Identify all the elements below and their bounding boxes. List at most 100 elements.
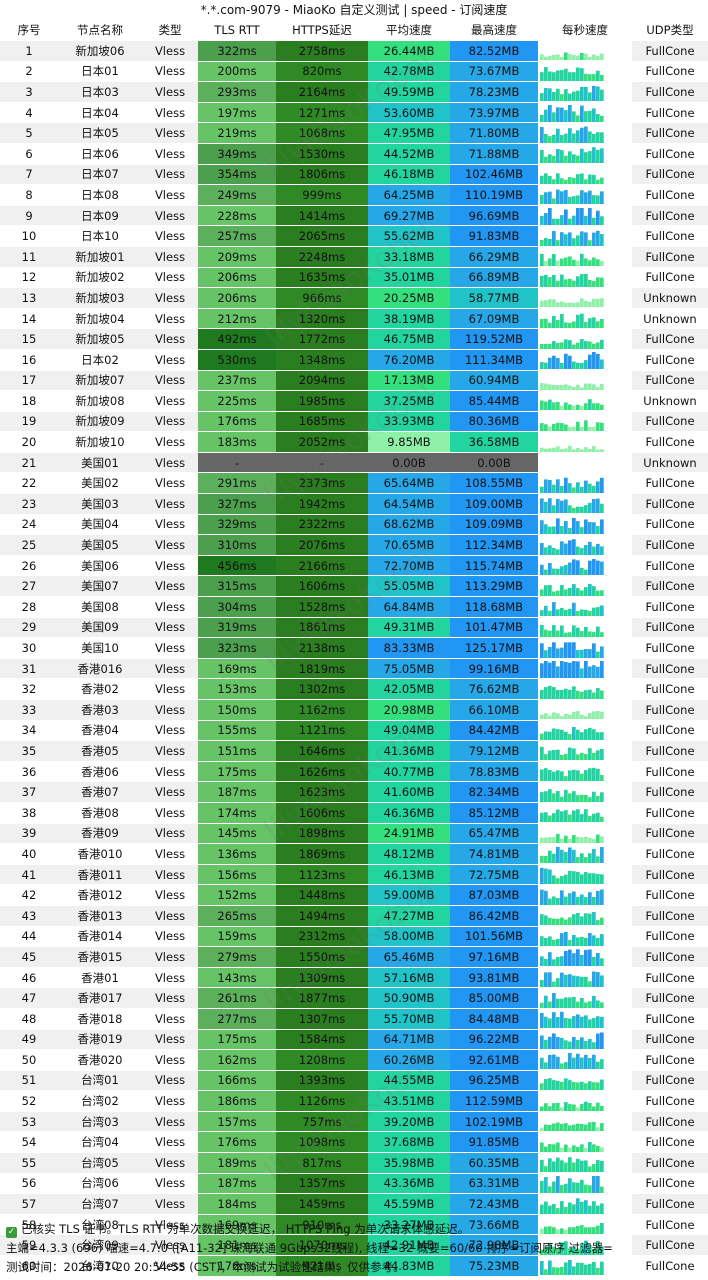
- sparkline-bar: [560, 917, 564, 926]
- sparkline-bar: [548, 1078, 552, 1090]
- cell-type: Vless: [142, 493, 198, 515]
- sparkline-bar: [576, 115, 580, 122]
- cell-index: 31: [0, 658, 58, 680]
- cell-per-second: [538, 987, 632, 1009]
- sparkline-bar: [572, 111, 576, 122]
- report-footer: ✓ 已核实 TLS 证书。TLS RTT 为单次数据交换延迟， HTTPS Pin…: [0, 1220, 708, 1277]
- sparkline-bar: [592, 912, 596, 926]
- sparkline-bar: [600, 90, 604, 102]
- cell-https-latency: 2164ms: [276, 81, 368, 103]
- cell-node-name: 日本08: [58, 184, 142, 206]
- cell-per-second: [538, 225, 632, 247]
- cell-type: Vless: [142, 946, 198, 968]
- sparkline-bar: [600, 504, 604, 514]
- sparkline-bar: [572, 154, 576, 164]
- sparkline-bar: [556, 770, 560, 781]
- sparkline-bar: [548, 1186, 552, 1193]
- sparkline-bar: [576, 754, 580, 761]
- cell-avg-speed: 59.00MB: [368, 884, 450, 906]
- cell-https-latency: 820ms: [276, 61, 368, 83]
- sparkline-bar: [592, 813, 596, 823]
- table-body: 1 新加坡06 Vless 322ms 2758ms 26.44MB 82.52MB Full…: [0, 40, 708, 1277]
- cell-avg-speed: 33.18MB: [368, 246, 450, 268]
- sparkline-bar: [568, 445, 572, 452]
- sparkline-bar: [540, 362, 544, 370]
- sparkline-bar: [580, 936, 584, 946]
- sparkline-bar: [540, 689, 544, 699]
- cell-node-name: 日本03: [58, 81, 142, 103]
- sparkline-bar: [576, 649, 580, 658]
- sparkline-bar: [548, 88, 552, 102]
- table-row: 36 香港06 Vless 175ms 1626ms 40.77MB 78.83MB Full…: [0, 761, 708, 783]
- cell-avg-speed: 68.62MB: [368, 514, 450, 536]
- cell-max-speed: 91.85MB: [450, 1131, 538, 1154]
- sparkline-bar: [560, 1228, 564, 1234]
- sparkline-bar: [568, 1041, 572, 1049]
- sparkline-bar: [576, 208, 580, 225]
- cell-https-latency: 1898ms: [276, 823, 368, 845]
- sparkline-bar: [600, 874, 604, 884]
- sparkline-bar: [584, 689, 588, 699]
- cell-tls-rtt: 189ms: [198, 1152, 276, 1174]
- sparkline-bar: [592, 280, 596, 287]
- per-second-sparkline: [540, 1260, 604, 1276]
- cell-https-latency: 2138ms: [276, 637, 368, 659]
- sparkline-bar: [592, 174, 596, 184]
- sparkline-bar: [560, 301, 564, 308]
- sparkline-bar: [548, 918, 552, 926]
- sparkline-bar: [572, 237, 576, 246]
- table-row: 57 台湾07 Vless 184ms 1459ms 45.59MB 72.43MB Full…: [0, 1193, 708, 1215]
- sparkline-bar: [556, 998, 560, 1008]
- sparkline-bar: [584, 937, 588, 946]
- sparkline-bar: [592, 217, 596, 225]
- cell-index: 59: [0, 1234, 58, 1257]
- cell-index: 56: [0, 1173, 58, 1195]
- sparkline-bar: [560, 1147, 564, 1152]
- sparkline-bar: [540, 714, 544, 720]
- cell-type: Vless: [142, 699, 198, 721]
- sparkline-bar: [552, 750, 556, 761]
- sparkline-bar: [560, 215, 564, 225]
- cell-per-second: [538, 40, 632, 62]
- sparkline-bar: [556, 1102, 560, 1111]
- sparkline-bar: [564, 338, 568, 349]
- table-row: 49 香港019 Vless 175ms 1584ms 64.71MB 96.22MB Ful…: [0, 1029, 708, 1051]
- sparkline-bar: [540, 1013, 544, 1029]
- per-second-sparkline: [540, 971, 604, 987]
- sparkline-bar: [584, 420, 588, 431]
- sparkline-bar: [572, 850, 576, 864]
- sparkline-bar: [576, 1001, 580, 1008]
- table-row: 1 新加坡06 Vless 322ms 2758ms 26.44MB 82.52MB Full…: [0, 40, 708, 62]
- check-icon: ✓: [6, 1227, 17, 1238]
- sparkline-bar: [600, 732, 604, 740]
- sparkline-bar: [580, 1124, 584, 1131]
- cell-node-name: 新加坡01: [58, 246, 142, 268]
- sparkline-bar: [592, 711, 596, 720]
- table-row: 33 香港03 Vless 150ms 1162ms 20.98MB 66.10MB Full…: [0, 699, 708, 721]
- cell-type: Vless: [142, 658, 198, 680]
- report-title: *.*.com-9079 - MiaoKo 自定义测试 | speed - 订阅…: [200, 3, 508, 17]
- sparkline-bar: [588, 521, 592, 534]
- sparkline-bar: [584, 1160, 588, 1173]
- cell-max-speed: 99.16MB: [450, 658, 538, 680]
- sparkline-bar: [596, 651, 600, 658]
- cell-type: Vless: [142, 514, 198, 536]
- table-row: 19 新加坡09 Vless 176ms 1685ms 33.93MB 80.36MB Ful…: [0, 411, 708, 433]
- per-second-sparkline: [540, 298, 604, 308]
- cell-node-name: 台湾05: [58, 1152, 142, 1174]
- cell-avg-speed: 44.52MB: [368, 143, 450, 165]
- cell-https-latency: 2312ms: [276, 926, 368, 948]
- sparkline-bar: [540, 195, 544, 205]
- sparkline-bar: [552, 981, 556, 987]
- sparkline-bar: [564, 852, 568, 864]
- cell-max-speed: 78.83MB: [450, 761, 538, 783]
- table-row: 41 香港011 Vless 156ms 1123ms 46.13MB 72.75MB Ful…: [0, 864, 708, 886]
- sparkline-bar: [576, 405, 580, 411]
- sparkline-bar: [556, 218, 560, 225]
- col-header-node: 节点名称: [58, 20, 142, 41]
- sparkline-bar: [540, 54, 544, 61]
- sparkline-bar: [544, 1201, 548, 1214]
- cell-node-name: 香港05: [58, 740, 142, 762]
- table-row: 29 美国09 Vless 319ms 1861ms 49.31MB 101.47MB Ful…: [0, 617, 708, 639]
- per-second-sparkline: [540, 685, 604, 699]
